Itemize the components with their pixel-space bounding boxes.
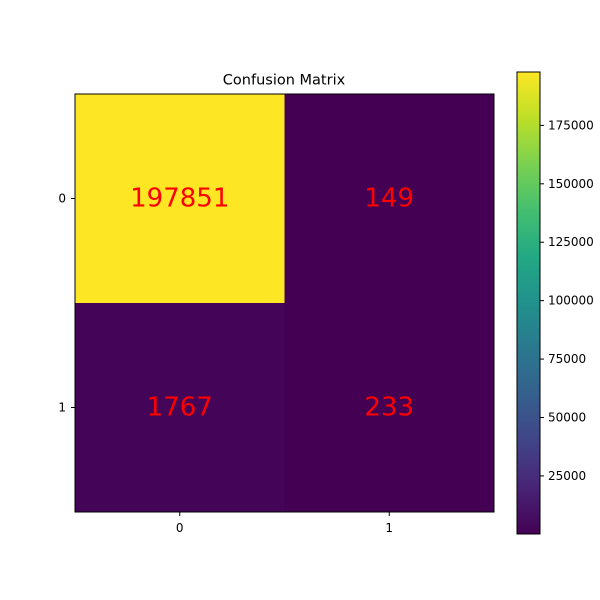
plot-frame bbox=[74, 93, 495, 513]
matrix-cell-r0-c0 bbox=[75, 94, 285, 304]
colorbar-tick-label: 75000 bbox=[548, 352, 586, 366]
y-tick-label: 1 bbox=[58, 401, 66, 415]
cell-value-label: 233 bbox=[364, 393, 414, 423]
colorbar-tick-label: 175000 bbox=[548, 118, 594, 132]
colorbar-tick-label: 150000 bbox=[548, 177, 594, 191]
colorbar-tick-label: 125000 bbox=[548, 235, 594, 249]
y-tick-label: 0 bbox=[58, 192, 66, 206]
matrix-cell-labels: 197851 149 1767 233 bbox=[130, 184, 414, 423]
matrix-cells bbox=[75, 94, 495, 513]
x-tick-label: 0 bbox=[176, 521, 184, 535]
cell-value-label: 149 bbox=[364, 184, 414, 214]
y-axis: 01 bbox=[58, 192, 75, 415]
matrix-cell-r1-c1 bbox=[284, 303, 495, 513]
colorbar-axis: 25000 50000 75000 100000 125000 150000 175000 bbox=[540, 118, 594, 483]
cell-value-label: 197851 bbox=[130, 184, 229, 214]
colorbar-tick-label: 50000 bbox=[548, 411, 586, 425]
colorbar-tick-label: 25000 bbox=[548, 469, 586, 483]
cell-value-label: 1767 bbox=[147, 393, 213, 423]
matrix-cell-r1-c0 bbox=[75, 303, 285, 513]
matrix-cell-r0-c1 bbox=[284, 94, 495, 304]
chart-title: Confusion Matrix bbox=[223, 73, 346, 89]
x-tick-label: 1 bbox=[385, 521, 393, 535]
colorbar-tick-label: 100000 bbox=[548, 294, 594, 308]
colorbar bbox=[516, 71, 541, 535]
